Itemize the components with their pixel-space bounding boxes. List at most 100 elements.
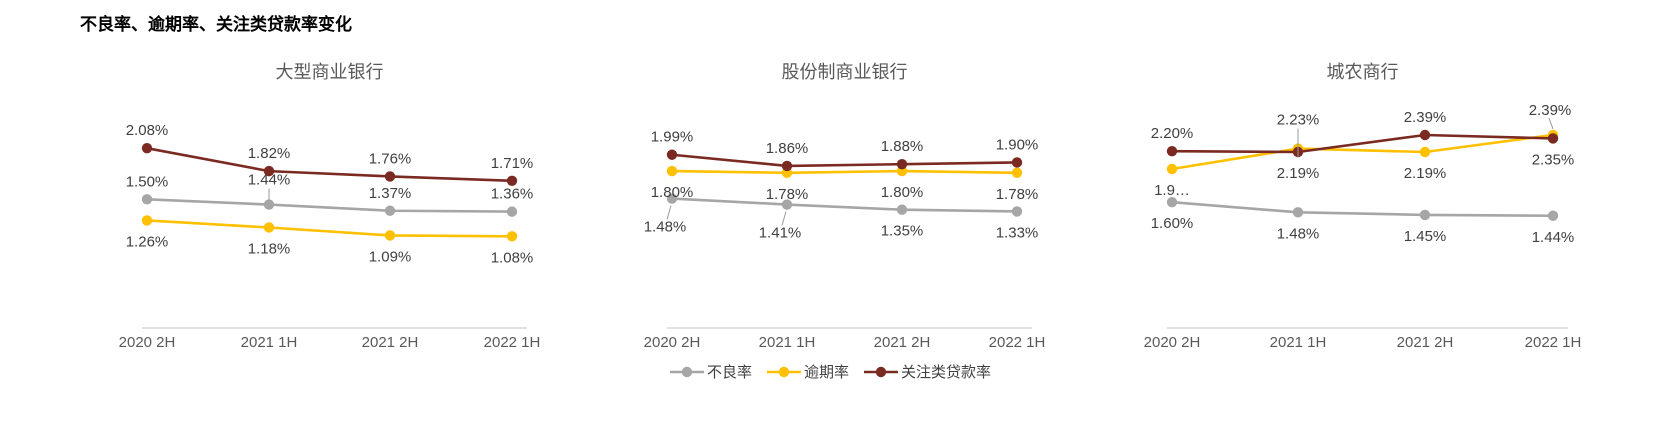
data-label: 2.19%	[1277, 165, 1320, 182]
data-point	[506, 231, 518, 242]
series-line	[1170, 200, 1555, 218]
data-point	[1292, 207, 1304, 218]
data-label: 1.48%	[644, 219, 687, 236]
data-label: 1.09%	[369, 248, 412, 265]
data-point	[263, 222, 275, 233]
data-point	[666, 193, 678, 204]
series-line	[145, 198, 514, 213]
data-label: 2.08%	[126, 122, 169, 139]
data-label: 1.33%	[996, 224, 1039, 241]
x-tick-label: 2021 2H	[873, 334, 931, 351]
data-label: 1.50%	[126, 173, 169, 190]
data-label: 1.90%	[996, 136, 1039, 153]
data-label: 1.86%	[766, 140, 809, 157]
data-point	[1166, 145, 1178, 157]
x-tick-label: 2022 1H	[988, 334, 1046, 351]
data-point	[1419, 209, 1431, 221]
data-label: 1.9…	[1154, 182, 1190, 199]
legend-marker-icon	[864, 366, 899, 377]
data-point	[1547, 133, 1559, 144]
legend-item: 逾期率	[766, 361, 849, 382]
legend-item: 不良率	[669, 361, 752, 382]
data-point	[141, 194, 153, 205]
legend-item: 关注类贷款率	[863, 361, 991, 382]
data-point	[141, 143, 153, 154]
data-label: 1.60%	[1151, 215, 1194, 232]
series-line	[670, 169, 1019, 175]
series-line	[145, 219, 514, 238]
data-label: 1.80%	[881, 184, 924, 201]
data-point	[263, 199, 275, 210]
x-tick-label: 2020 2H	[118, 334, 176, 351]
data-label: 1.44%	[1532, 229, 1575, 246]
data-label: 1.78%	[996, 186, 1039, 203]
data-label: 1.80%	[651, 184, 694, 201]
data-point	[141, 215, 153, 226]
x-tick-label: 2021 1H	[758, 334, 816, 351]
data-label: 1.37%	[369, 185, 412, 202]
series-line	[1170, 133, 1555, 171]
data-label: 1.45%	[1404, 228, 1447, 245]
x-tick-label: 2021 1H	[240, 334, 298, 351]
charts-canvas: 1.50% 1.44% 1.37% 1.36% 1.26% 1.18% 1.09% 1.08%…	[126, 102, 1575, 329]
series-line	[145, 146, 514, 183]
data-point	[506, 206, 518, 217]
panel-title: 股份制商业银行	[781, 62, 908, 82]
x-tick-label: 2020 2H	[1143, 334, 1201, 351]
label-leader-line	[1548, 117, 1554, 130]
data-label: 2.39%	[1404, 109, 1447, 126]
chart-legend: 不良率 逾期率 关注类贷款率	[669, 361, 991, 382]
data-label: 1.18%	[248, 240, 291, 257]
data-point	[1166, 163, 1178, 175]
data-label: 1.82%	[248, 145, 291, 162]
legend-marker-icon	[766, 366, 801, 377]
data-label: 1.41%	[759, 225, 802, 242]
data-point	[1166, 196, 1178, 208]
data-point	[666, 149, 678, 160]
data-point	[384, 205, 396, 216]
data-point	[1419, 146, 1431, 158]
legend-label: 不良率	[706, 364, 752, 381]
data-label: 2.35%	[1532, 151, 1575, 168]
panel-title: 大型商业银行	[275, 62, 384, 82]
x-tick-label: 2021 2H	[1396, 334, 1454, 351]
panel-title: 城农商行	[1326, 62, 1399, 82]
data-label: 1.35%	[881, 223, 924, 240]
series-line	[1170, 133, 1555, 154]
legend-label: 关注类贷款率	[901, 364, 992, 381]
legend-marker-icon	[669, 366, 704, 377]
data-point	[263, 165, 275, 177]
data-label: 1.08%	[491, 249, 534, 266]
data-label: 1.88%	[881, 138, 924, 155]
series-line	[670, 197, 1019, 213]
data-point	[1011, 157, 1023, 168]
x-tick-label: 2022 1H	[1524, 334, 1582, 351]
data-label: 1.76%	[369, 150, 412, 167]
data-label: 1.78%	[766, 186, 809, 203]
data-label: 1.71%	[491, 155, 534, 172]
data-label: 2.39%	[1529, 102, 1572, 119]
x-tick-label: 2020 2H	[643, 334, 701, 351]
data-point	[1419, 129, 1431, 141]
data-point	[1547, 210, 1559, 221]
data-label: 1.48%	[1277, 225, 1320, 242]
series-line	[670, 153, 1019, 168]
data-point	[1011, 167, 1023, 178]
legend-label: 逾期率	[803, 364, 850, 381]
data-label: 1.36%	[491, 186, 534, 203]
data-label: 2.19%	[1404, 165, 1447, 182]
data-point	[896, 204, 908, 215]
data-point	[896, 158, 908, 170]
data-point	[384, 171, 396, 182]
figure-title: 不良率、逾期率、关注类贷款率变化	[80, 15, 352, 34]
data-point	[781, 160, 793, 172]
data-label: 2.20%	[1151, 125, 1194, 142]
data-label: 1.44%	[248, 172, 291, 189]
data-label: 2.23%	[1277, 112, 1320, 129]
label-leader-line	[781, 211, 787, 226]
x-tick-label: 2021 2H	[361, 334, 419, 351]
label-leader-line	[666, 205, 672, 220]
x-tick-label: 2021 1H	[1269, 334, 1327, 351]
data-point	[666, 165, 678, 177]
